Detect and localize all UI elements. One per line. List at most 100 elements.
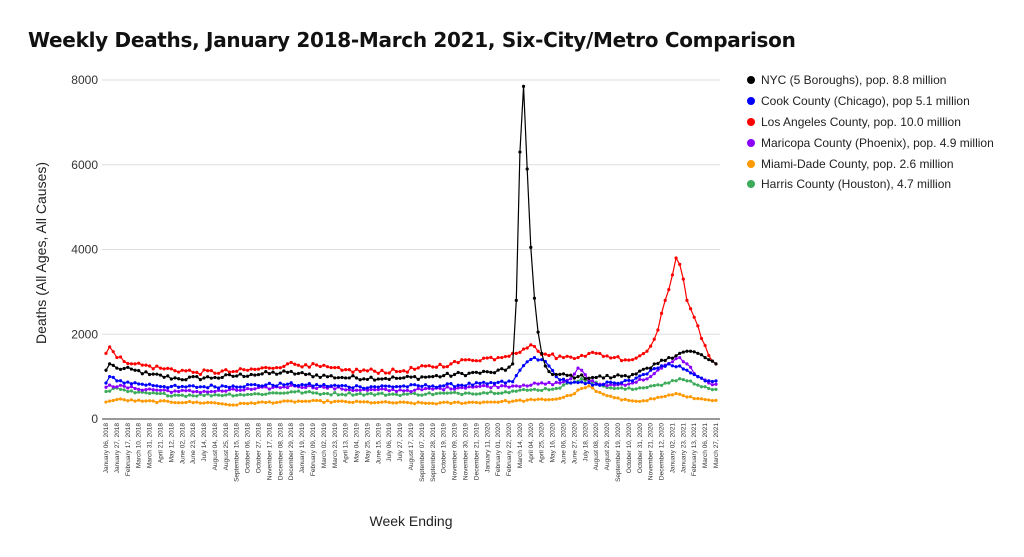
- data-point: [271, 370, 275, 374]
- data-point: [688, 371, 693, 375]
- data-point: [529, 357, 533, 362]
- data-point: [627, 386, 631, 390]
- data-point: [227, 392, 232, 396]
- data-point: [137, 382, 141, 386]
- data-point: [707, 379, 711, 383]
- data-point: [405, 388, 409, 392]
- x-tick-label: January 11, 2020: [484, 423, 491, 473]
- data-point: [558, 378, 562, 382]
- data-point: [645, 377, 649, 381]
- data-point: [565, 380, 569, 384]
- data-point: [594, 382, 598, 386]
- data-point: [569, 393, 573, 397]
- data-point: [554, 356, 558, 361]
- data-point: [572, 356, 576, 361]
- data-point: [463, 374, 468, 378]
- data-point: [238, 392, 242, 397]
- data-point: [445, 391, 449, 395]
- data-point: [358, 378, 362, 382]
- data-point: [576, 366, 580, 370]
- data-point: [224, 402, 228, 406]
- data-point: [707, 398, 711, 402]
- data-point: [307, 390, 311, 394]
- data-point: [358, 391, 362, 396]
- data-point: [471, 400, 475, 404]
- series-5: [104, 377, 718, 398]
- data-point: [147, 399, 152, 403]
- data-point: [220, 369, 224, 373]
- data-point: [104, 351, 108, 355]
- data-point: [256, 392, 261, 396]
- data-point: [133, 386, 137, 391]
- data-point: [598, 390, 602, 395]
- data-point: [623, 387, 627, 391]
- data-point: [652, 397, 656, 401]
- data-point: [638, 369, 642, 373]
- data-point: [111, 385, 115, 389]
- data-point: [674, 256, 678, 260]
- data-point: [489, 400, 493, 404]
- data-point: [383, 376, 388, 381]
- data-point: [529, 397, 533, 401]
- data-point: [402, 392, 406, 396]
- data-point: [471, 358, 475, 363]
- data-point: [333, 399, 337, 404]
- data-point: [576, 355, 580, 360]
- data-point: [514, 384, 518, 388]
- data-point: [383, 384, 388, 388]
- data-point: [594, 389, 598, 394]
- data-point: [503, 368, 507, 372]
- data-point: [500, 391, 504, 395]
- data-point: [242, 368, 246, 372]
- data-point: [507, 365, 511, 369]
- x-tick-label: April 21, 2018: [157, 423, 164, 463]
- data-point: [482, 356, 486, 360]
- x-tick-label: October 31, 2020: [637, 423, 644, 474]
- data-point: [540, 358, 544, 362]
- data-point: [315, 386, 319, 390]
- data-point: [354, 384, 359, 388]
- data-point: [478, 392, 482, 396]
- data-point: [638, 386, 642, 390]
- data-point: [460, 371, 464, 376]
- data-point: [115, 379, 119, 383]
- data-point: [583, 373, 587, 377]
- x-tick-label: December 21, 2019: [473, 423, 480, 480]
- x-tick-label: August 08, 2020: [593, 423, 600, 471]
- data-point: [583, 377, 587, 381]
- data-point: [558, 396, 562, 400]
- data-point: [699, 385, 704, 389]
- data-point: [394, 385, 399, 389]
- data-point: [162, 385, 166, 389]
- data-point: [456, 386, 460, 390]
- data-point: [264, 392, 268, 396]
- data-point: [478, 401, 482, 405]
- data-point: [187, 368, 192, 372]
- data-point: [289, 381, 293, 385]
- x-tick-label: July 18, 2020: [582, 423, 589, 462]
- data-point: [246, 382, 250, 387]
- data-point: [358, 388, 362, 392]
- data-point: [518, 368, 522, 372]
- x-tick-label: March 14, 2020: [517, 423, 524, 469]
- data-point: [576, 375, 580, 379]
- data-point: [667, 287, 671, 292]
- data-point: [340, 375, 344, 380]
- data-point: [129, 385, 134, 389]
- data-point: [670, 356, 675, 360]
- data-point: [275, 365, 279, 370]
- data-point: [267, 371, 271, 376]
- data-point: [340, 387, 344, 391]
- data-point: [612, 386, 616, 391]
- data-point: [253, 401, 257, 406]
- data-point: [387, 389, 391, 393]
- data-point: [420, 388, 424, 392]
- legend-item: Cook County (Chicago), pop 5.1 million: [747, 91, 994, 112]
- data-point: [434, 373, 439, 378]
- data-point: [329, 384, 333, 388]
- data-point: [227, 403, 232, 407]
- data-point: [482, 400, 486, 404]
- data-point: [478, 381, 482, 385]
- data-point: [681, 394, 685, 398]
- data-point: [540, 351, 544, 355]
